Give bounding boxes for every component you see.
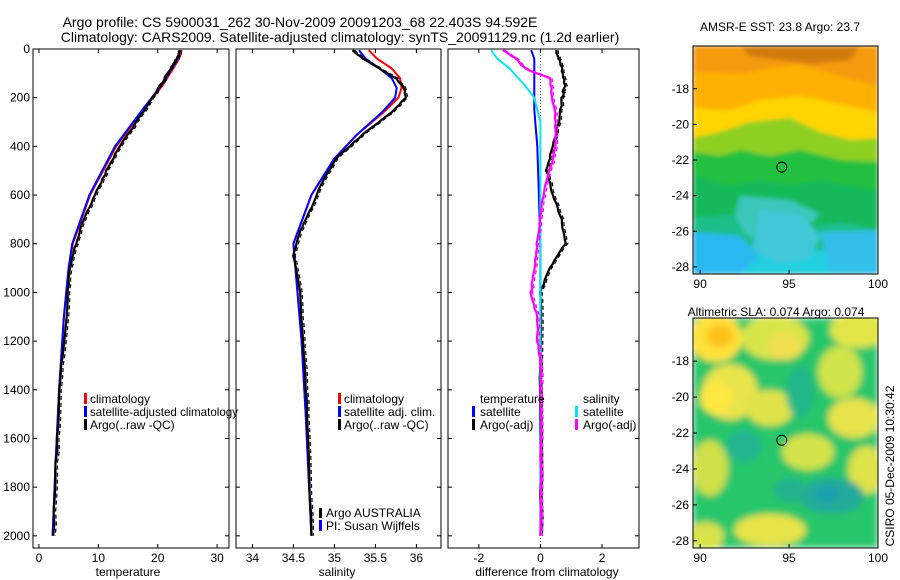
difference-legend: temperature salinity satellite Argo(-adj… [472,392,636,432]
map-x-tick-label: 100 [868,277,888,291]
legend-label-satellite-adjusted: satellite-adjusted climatology [90,405,238,419]
x-tick-label: 34 [246,551,260,565]
y-tick-label: 200 [10,91,30,105]
legend-swatch-climatology [338,393,341,404]
header-title-line2: Climatology: CARS2009. Satellite-adjuste… [61,29,619,45]
legend-swatch-satellite-adjusted [84,406,87,417]
legend-label-argo: Argo(..raw -QC) [90,418,175,432]
pi-tick [319,520,322,531]
salinity-legend: climatology satellite adj. clim. Argo(..… [319,392,435,533]
map-y-tick-label: -20 [672,390,690,404]
legend-label-sal-argo: Argo(-adj) [583,418,636,432]
map-x-tick-label: 95 [782,551,796,565]
x-tick-label: 30 [210,551,224,565]
salinity-plot: 34 34.5 35 35.5 36 [236,48,441,565]
x-tick-label: 0 [537,551,544,565]
series-line-adjusted [504,49,559,536]
x-tick-label: 35.5 [364,551,388,565]
csiro-timestamp: CSIRO 05-Dec-2009 10:30:42 [883,385,897,546]
map-x-tick-label: 95 [782,277,796,291]
legend-swatch-sal-argo [575,419,578,430]
legend-swatch-satellite-adj [338,406,341,417]
series-line-salinity-satellite [490,49,542,536]
y-tick-label: 1400 [3,383,30,397]
y-tick-label: 1200 [3,334,30,348]
y-tick-label: 1600 [3,431,30,445]
map-y-tick-label: -24 [672,462,690,476]
sla-map-axes: 90 95 100 -18 -20 -22 -24 -26 -28 [672,354,889,565]
legend-swatch-argo [338,419,341,430]
legend-label-temp-satellite: satellite [480,405,521,419]
map-x-tick-label: 100 [868,551,888,565]
legend-swatch-temp-satellite [472,406,475,417]
temperature-legend: climatology satellite-adjusted climatolo… [84,392,238,432]
x-tick-label: 35 [328,551,342,565]
legend-group-salinity: salinity [583,392,620,406]
legend-swatch-argo [84,419,87,430]
difference-axes [447,48,640,549]
x-tick-label: 36 [410,551,424,565]
difference-plot: -2 0 2 [448,48,639,565]
map-y-tick-label: -22 [672,426,690,440]
difference-xlabel: difference from climatology [475,565,618,579]
map-y-tick-label: -18 [672,354,690,368]
map-y-tick-label: -28 [672,534,690,548]
salinity-xlabel: salinity [319,565,356,579]
legend-swatch-climatology [84,393,87,404]
argo-location-marker [776,161,788,173]
argo-location-marker [776,434,788,446]
sla-map-title: Altimetric SLA: 0.074 Argo: 0.074 [688,305,865,319]
y-tick-label: 1800 [3,480,30,494]
sst-map-title: AMSR-E SST: 23.8 Argo: 23.7 [700,20,860,34]
argo-owner-tick [319,508,322,518]
series-line-adjusted [294,49,409,536]
legend-label-temp-argo: Argo(-adj) [480,418,533,432]
x-tick-label: 2 [599,551,606,565]
series-line-argo-raw-qc- [292,49,407,536]
x-tick-label: 34.5 [282,551,306,565]
legend-label-sal-satellite: satellite [583,405,624,419]
map-y-tick-label: -24 [672,189,690,203]
sst-map-image [693,46,878,274]
temperature-xlabel: temperature [96,565,161,579]
legend-swatch-temp-argo [472,419,475,430]
y-tick-label: 600 [10,188,30,202]
legend-label-climatology: climatology [90,392,150,406]
series-line-adjusted [541,49,569,536]
map-y-tick-label: -26 [672,224,690,238]
temperature-plot: 0 200 400 600 800 1000 1200 1400 1600 1800 2000 0 10… [3,42,229,565]
sla-map-image [693,318,878,548]
y-tick-label: 2000 [3,529,30,543]
map-y-tick-label: -22 [672,153,690,167]
legend-swatch-sal-satellite [575,406,578,417]
legend-group-temperature: temperature [480,392,545,406]
header-title-line1: Argo profile: CS 5900031_262 30-Nov-2009… [63,14,538,30]
argo-owner-label: Argo AUSTRALIA [326,506,421,520]
map-y-tick-label: -28 [672,260,690,274]
x-tick-label: 10 [92,551,106,565]
y-tick-label: 800 [10,237,30,251]
x-tick-label: 20 [151,551,165,565]
legend-label-climatology: climatology [344,392,404,406]
legend-label-satellite-adj: satellite adj. clim. [344,405,435,419]
map-x-tick-label: 90 [693,277,707,291]
series-line-adjusted [54,50,183,536]
y-tick-label: 1000 [3,285,30,299]
pi-label: PI: Susan Wijffels [326,519,420,533]
x-tick-label: -2 [473,551,484,565]
sst-map-axes: 90 95 100 -18 -20 -22 -24 -26 -28 [672,82,889,291]
y-tick-label: 0 [23,42,30,56]
x-tick-label: 0 [36,551,43,565]
salinity-axes [235,48,442,549]
series-line-salinity-argo-adj- [502,49,557,536]
legend-label-argo: Argo(..raw -QC) [344,418,429,432]
series-line-argo-raw-qc- [52,49,181,536]
map-y-tick-label: -20 [672,117,690,131]
y-tick-label: 400 [10,139,30,153]
map-y-tick-label: -18 [672,82,690,96]
map-y-tick-label: -26 [672,498,690,512]
map-x-tick-label: 90 [693,551,707,565]
